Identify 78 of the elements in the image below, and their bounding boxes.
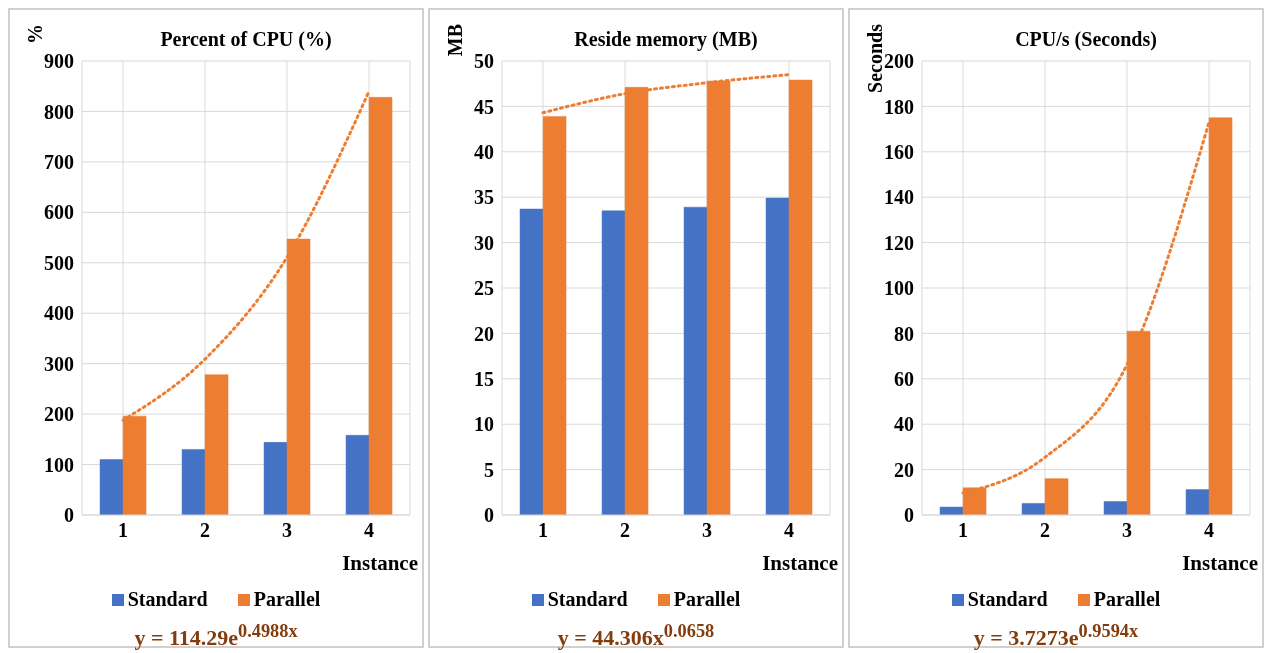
x-tick-label: 4 [1204, 519, 1214, 542]
chart-title: Percent of CPU (%) [160, 28, 332, 50]
bar [519, 208, 544, 515]
bar [263, 442, 288, 515]
bar [181, 449, 206, 515]
y-tick-label: 900 [44, 50, 74, 73]
x-tick-label: 3 [282, 519, 292, 542]
y-tick-label: 40 [894, 413, 914, 436]
x-tick-label: 1 [118, 519, 128, 542]
chart-title: CPU/s (Seconds) [1015, 28, 1157, 50]
bar [683, 206, 708, 515]
y-tick-label: 0 [484, 504, 494, 527]
y-tick-label: 500 [44, 251, 74, 274]
y-tick-label: 0 [904, 504, 914, 527]
bar [204, 374, 229, 515]
y-tick-label: 180 [884, 95, 914, 118]
bar [345, 435, 370, 515]
y-axis-title: Seconds [864, 24, 886, 93]
legend-label: Parallel [672, 588, 741, 611]
x-axis-title: Instance [761, 551, 839, 576]
legend-label: Standard [126, 588, 208, 611]
y-tick-label: 200 [44, 403, 74, 426]
legend-label: Parallel [1092, 588, 1161, 611]
y-tick-label: 20 [474, 322, 494, 345]
bar [601, 210, 626, 515]
y-tick-label: 200 [884, 50, 914, 73]
bar [765, 197, 790, 515]
text: y = 114.29e$^{0.4988x}$ [133, 621, 299, 652]
x-tick-label: 1 [538, 519, 548, 542]
y-tick-label: 100 [44, 453, 74, 476]
x-tick-label: 4 [364, 519, 374, 542]
y-tick-label: 45 [474, 95, 494, 118]
y-tick-label: 700 [44, 150, 74, 173]
bar [1044, 478, 1069, 515]
bar [1185, 489, 1210, 515]
x-tick-label: 1 [958, 519, 968, 542]
y-axis-title: MB [444, 24, 467, 57]
y-tick-label: 10 [474, 413, 494, 436]
y-tick-label: 140 [884, 186, 914, 209]
text: y = 3.7273e$^{0.9594x}$ [972, 621, 1140, 652]
y-tick-label: 20 [894, 458, 914, 481]
y-tick-label: 25 [474, 277, 494, 300]
legend-label: Parallel [252, 588, 321, 611]
y-tick-label: 0 [64, 504, 74, 527]
y-tick-label: 100 [884, 277, 914, 300]
y-tick-label: 400 [44, 302, 74, 325]
y-tick-label: 40 [474, 140, 494, 163]
y-tick-label: 300 [44, 352, 74, 375]
y-axis-title: % [24, 24, 47, 44]
legend-label: Standard [546, 588, 628, 611]
bar [939, 506, 964, 515]
legend-label: Standard [966, 588, 1048, 611]
x-tick-label: 3 [702, 519, 712, 542]
y-tick-label: 30 [474, 231, 494, 254]
bar [1021, 503, 1046, 515]
bar [542, 116, 567, 515]
y-tick-label: 35 [474, 186, 494, 209]
x-axis-title: Instance [341, 551, 419, 576]
y-tick-label: 15 [474, 367, 494, 390]
y-tick-label: 800 [44, 100, 74, 123]
bar [99, 459, 124, 515]
x-tick-label: 2 [1040, 519, 1050, 542]
y-tick-label: 80 [894, 322, 914, 345]
y-tick-label: 160 [884, 140, 914, 163]
x-tick-label: 2 [200, 519, 210, 542]
y-tick-label: 60 [894, 367, 914, 390]
x-tick-label: 2 [620, 519, 630, 542]
x-axis-title: Instance [1181, 551, 1259, 576]
y-tick-label: 5 [484, 458, 494, 481]
chart-title: Reside memory (MB) [574, 28, 758, 50]
bar [1103, 501, 1128, 515]
y-tick-label: 600 [44, 201, 74, 224]
bar [788, 79, 813, 515]
y-tick-label: 50 [474, 50, 494, 73]
x-tick-label: 3 [1122, 519, 1132, 542]
y-tick-label: 120 [884, 231, 914, 254]
text: y = 44.306x$^{0.0658}$ [556, 621, 716, 652]
x-tick-label: 4 [784, 519, 794, 542]
